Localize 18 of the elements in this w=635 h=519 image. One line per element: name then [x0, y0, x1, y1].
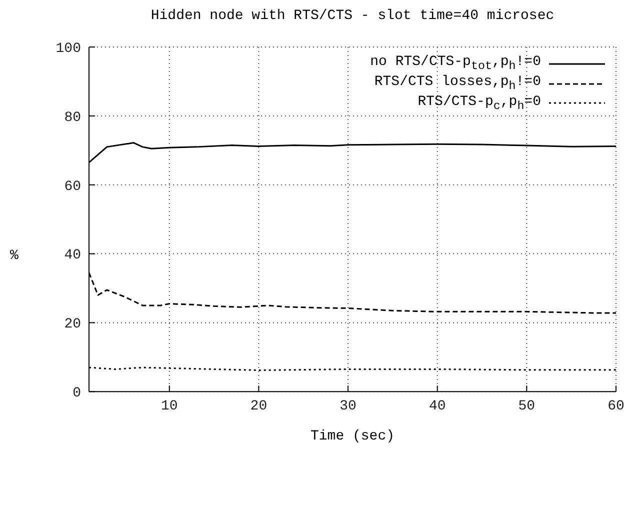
legend-label: RTS/CTS-p$_{c}$,p$_{h}$=0 [418, 94, 541, 112]
y-tick-label: 60 [64, 178, 81, 195]
legend-label: RTS/CTS losses,p$_{h}$!=0 [374, 74, 541, 93]
x-tick-label: 60 [608, 398, 624, 415]
x-tick-label: 40 [428, 398, 446, 415]
y-tick-label: 0 [72, 386, 81, 402]
y-tick-label: 80 [64, 110, 81, 126]
y-axis-title: % [10, 248, 18, 264]
x-tick-label: 30 [340, 398, 356, 415]
x-tick-label: 20 [250, 398, 268, 415]
legend-label: no RTS/CTS-p$_{tot}$,p$_{h}$!=0 [370, 54, 541, 73]
x-tick-label: 50 [518, 398, 536, 415]
y-tick-label: 40 [64, 248, 81, 264]
x-tick-label: 10 [160, 398, 178, 415]
chart-title: Hidden node with RTS/CTS - slot time=40 microsec [150, 8, 556, 24]
x-axis-title: Time (sec) [310, 428, 395, 445]
y-tick-label: 20 [64, 316, 81, 333]
y-tick-label: 100 [56, 40, 81, 57]
